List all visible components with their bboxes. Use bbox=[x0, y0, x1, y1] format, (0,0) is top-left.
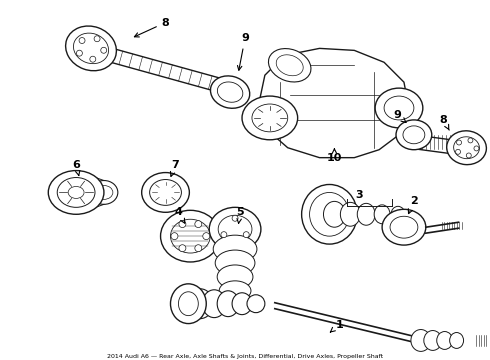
Text: 6: 6 bbox=[72, 159, 80, 176]
Ellipse shape bbox=[310, 193, 349, 236]
Ellipse shape bbox=[323, 201, 345, 227]
Text: 8: 8 bbox=[134, 18, 170, 37]
Text: 2: 2 bbox=[408, 196, 418, 213]
Circle shape bbox=[221, 232, 227, 238]
Circle shape bbox=[94, 36, 100, 42]
Ellipse shape bbox=[424, 330, 441, 350]
Circle shape bbox=[243, 232, 249, 238]
Circle shape bbox=[179, 245, 186, 252]
Ellipse shape bbox=[447, 131, 487, 165]
Circle shape bbox=[76, 50, 82, 56]
Circle shape bbox=[195, 245, 202, 252]
Ellipse shape bbox=[202, 290, 226, 318]
Ellipse shape bbox=[276, 55, 303, 76]
Ellipse shape bbox=[242, 96, 297, 140]
Ellipse shape bbox=[396, 120, 432, 150]
Text: 1: 1 bbox=[330, 320, 343, 332]
Ellipse shape bbox=[390, 216, 418, 238]
Polygon shape bbox=[258, 48, 409, 158]
Ellipse shape bbox=[142, 172, 189, 212]
Ellipse shape bbox=[411, 329, 431, 351]
Ellipse shape bbox=[403, 126, 425, 144]
Ellipse shape bbox=[375, 88, 423, 128]
Ellipse shape bbox=[384, 96, 414, 120]
Ellipse shape bbox=[187, 289, 213, 319]
Ellipse shape bbox=[171, 219, 210, 253]
Ellipse shape bbox=[149, 180, 181, 205]
Ellipse shape bbox=[217, 265, 253, 289]
Ellipse shape bbox=[66, 26, 117, 71]
Circle shape bbox=[101, 47, 107, 53]
Ellipse shape bbox=[213, 235, 257, 263]
Text: 5: 5 bbox=[236, 207, 244, 223]
Text: 3: 3 bbox=[355, 190, 363, 201]
Circle shape bbox=[456, 149, 461, 154]
Circle shape bbox=[474, 146, 479, 151]
Ellipse shape bbox=[252, 104, 288, 132]
Circle shape bbox=[232, 215, 238, 221]
Circle shape bbox=[179, 221, 186, 228]
Ellipse shape bbox=[374, 205, 390, 224]
Text: 4: 4 bbox=[174, 207, 185, 223]
Ellipse shape bbox=[211, 76, 250, 108]
Ellipse shape bbox=[74, 33, 109, 64]
Ellipse shape bbox=[218, 215, 252, 243]
Ellipse shape bbox=[57, 177, 95, 207]
Ellipse shape bbox=[68, 186, 84, 198]
Circle shape bbox=[79, 37, 85, 44]
Ellipse shape bbox=[161, 210, 220, 262]
Circle shape bbox=[90, 56, 96, 62]
Text: 10: 10 bbox=[327, 149, 342, 163]
Ellipse shape bbox=[450, 333, 464, 348]
Ellipse shape bbox=[178, 292, 198, 316]
Ellipse shape bbox=[209, 207, 261, 251]
Ellipse shape bbox=[269, 49, 311, 82]
Ellipse shape bbox=[247, 295, 265, 312]
Ellipse shape bbox=[232, 293, 252, 315]
Text: 8: 8 bbox=[440, 115, 449, 130]
Ellipse shape bbox=[219, 281, 251, 301]
Ellipse shape bbox=[437, 332, 453, 350]
Text: 9: 9 bbox=[393, 110, 406, 122]
Circle shape bbox=[203, 233, 210, 240]
Ellipse shape bbox=[382, 209, 426, 245]
Ellipse shape bbox=[90, 180, 118, 204]
Circle shape bbox=[466, 153, 471, 158]
Text: 9: 9 bbox=[238, 33, 249, 70]
Ellipse shape bbox=[302, 184, 357, 244]
Ellipse shape bbox=[171, 284, 206, 324]
Text: 2014 Audi A6 — Rear Axle, Axle Shafts & Joints, Differential, Drive Axles, Prope: 2014 Audi A6 — Rear Axle, Axle Shafts & … bbox=[107, 354, 383, 359]
Circle shape bbox=[468, 138, 473, 143]
Ellipse shape bbox=[221, 297, 249, 312]
Ellipse shape bbox=[95, 185, 113, 199]
Ellipse shape bbox=[218, 82, 243, 102]
Ellipse shape bbox=[357, 203, 375, 225]
Circle shape bbox=[195, 221, 202, 228]
Ellipse shape bbox=[215, 250, 255, 276]
Ellipse shape bbox=[341, 202, 360, 226]
Circle shape bbox=[457, 140, 462, 145]
Text: 7: 7 bbox=[171, 159, 179, 176]
Circle shape bbox=[171, 233, 178, 240]
Ellipse shape bbox=[217, 291, 239, 316]
Ellipse shape bbox=[454, 137, 479, 159]
Ellipse shape bbox=[49, 171, 104, 214]
Ellipse shape bbox=[391, 206, 405, 222]
